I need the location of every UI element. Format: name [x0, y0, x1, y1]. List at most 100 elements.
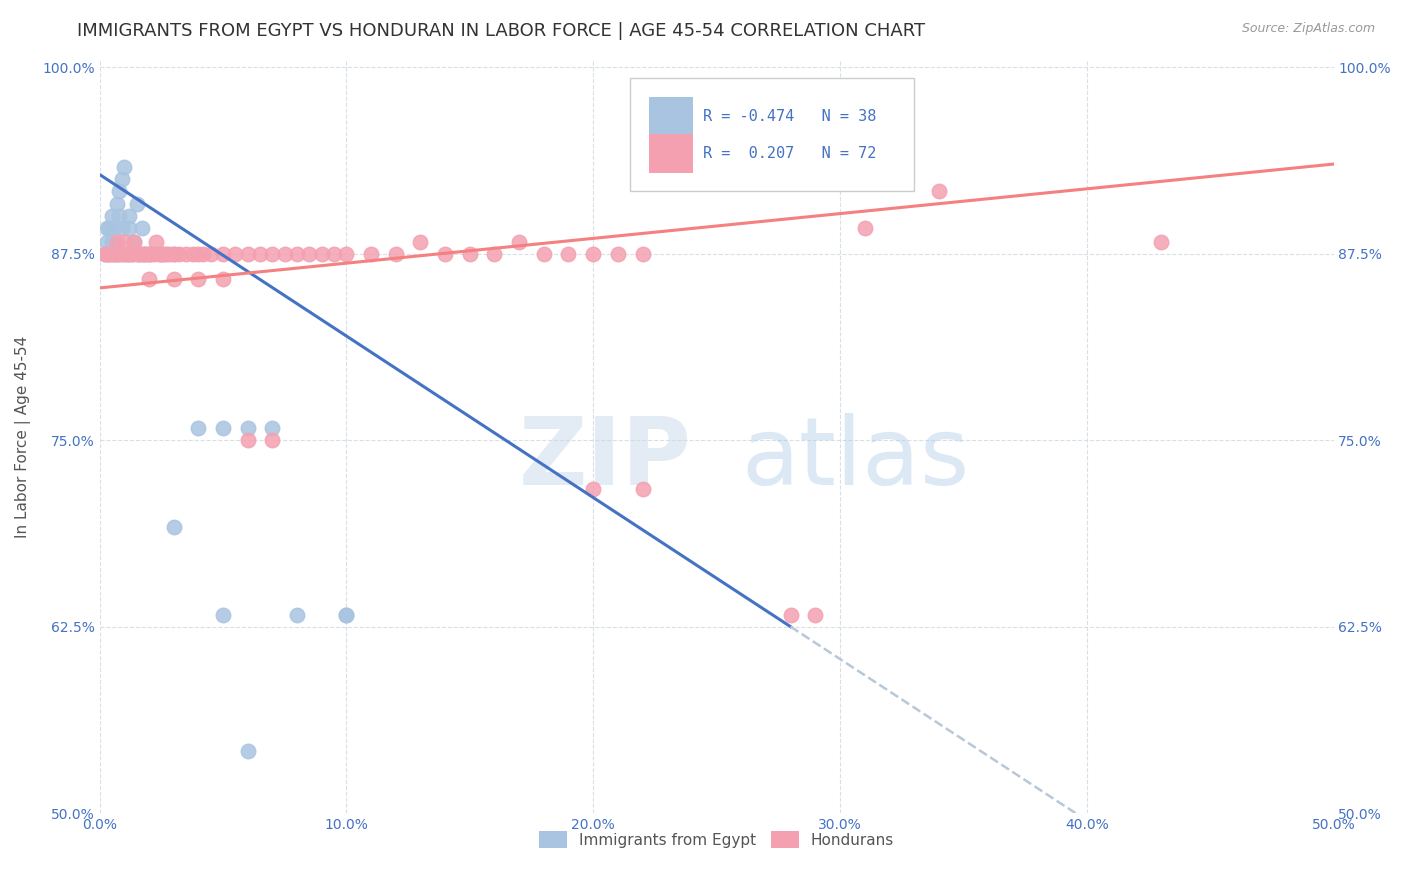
Point	[105, 197, 128, 211]
Point	[212, 607, 235, 622]
Point	[118, 209, 141, 223]
Point	[174, 246, 197, 260]
Point	[335, 607, 357, 622]
Point	[96, 235, 118, 249]
Point	[150, 246, 173, 260]
Point	[323, 246, 346, 260]
Point	[101, 209, 124, 223]
Point	[132, 246, 155, 260]
Point	[508, 235, 530, 249]
Point	[122, 235, 145, 249]
Point	[557, 246, 579, 260]
Point	[606, 246, 628, 260]
Point	[93, 246, 115, 260]
Point	[804, 607, 827, 622]
Point	[128, 246, 150, 260]
Point	[285, 246, 308, 260]
Point	[853, 221, 876, 235]
Point	[132, 246, 155, 260]
Point	[121, 246, 143, 260]
Point	[105, 246, 128, 260]
Text: R =  0.207   N = 72: R = 0.207 N = 72	[703, 146, 876, 161]
Point	[128, 246, 150, 260]
Point	[484, 246, 506, 260]
Point	[112, 235, 135, 249]
Point	[142, 246, 165, 260]
Point	[125, 246, 148, 260]
Point	[236, 743, 259, 757]
Point	[1150, 235, 1173, 249]
Point	[145, 235, 167, 249]
Point	[262, 433, 284, 447]
Point	[111, 172, 134, 186]
Point	[298, 246, 321, 260]
Point	[155, 246, 177, 260]
FancyBboxPatch shape	[648, 96, 693, 136]
Point	[335, 607, 357, 622]
Point	[108, 209, 131, 223]
Legend: Immigrants from Egypt, Hondurans: Immigrants from Egypt, Hondurans	[533, 825, 900, 855]
Point	[162, 246, 184, 260]
Point	[150, 246, 173, 260]
Point	[631, 246, 654, 260]
Point	[360, 246, 382, 260]
Point	[236, 421, 259, 435]
Point	[582, 246, 605, 260]
Point	[111, 221, 134, 235]
Point	[262, 421, 284, 435]
Point	[162, 272, 184, 286]
Point	[105, 246, 128, 260]
Text: R = -0.474   N = 38: R = -0.474 N = 38	[703, 109, 876, 124]
Point	[212, 246, 235, 260]
Point	[93, 246, 115, 260]
Point	[533, 246, 555, 260]
Point	[187, 272, 209, 286]
Point	[152, 246, 174, 260]
Point	[131, 221, 153, 235]
Point	[101, 235, 124, 249]
Point	[98, 246, 121, 260]
Point	[409, 235, 432, 249]
Point	[111, 246, 134, 260]
Point	[311, 246, 333, 260]
Point	[249, 246, 271, 260]
Point	[167, 246, 190, 260]
Point	[187, 421, 209, 435]
Point	[115, 246, 138, 260]
Point	[138, 272, 160, 286]
Point	[108, 246, 131, 260]
Point	[434, 246, 457, 260]
Point	[112, 160, 135, 174]
Point	[262, 246, 284, 260]
Point	[285, 607, 308, 622]
Point	[582, 483, 605, 497]
Point	[148, 246, 170, 260]
FancyBboxPatch shape	[648, 134, 693, 173]
Point	[224, 246, 246, 260]
Point	[125, 197, 148, 211]
Point	[122, 235, 145, 249]
Text: Source: ZipAtlas.com: Source: ZipAtlas.com	[1241, 22, 1375, 36]
Point	[779, 607, 801, 622]
Point	[187, 246, 209, 260]
Point	[162, 519, 184, 533]
Point	[335, 246, 357, 260]
Point	[112, 246, 135, 260]
Point	[103, 246, 125, 260]
Point	[108, 184, 131, 198]
Point	[162, 246, 184, 260]
Point	[138, 246, 160, 260]
Point	[96, 246, 118, 260]
Point	[101, 246, 124, 260]
Point	[236, 433, 259, 447]
Point	[631, 483, 654, 497]
Point	[384, 246, 406, 260]
Point	[200, 246, 222, 260]
Point	[105, 235, 128, 249]
Point	[141, 246, 163, 260]
Point	[118, 246, 141, 260]
Text: ZIP: ZIP	[519, 413, 692, 505]
Point	[98, 221, 121, 235]
Point	[138, 246, 160, 260]
Point	[96, 221, 118, 235]
